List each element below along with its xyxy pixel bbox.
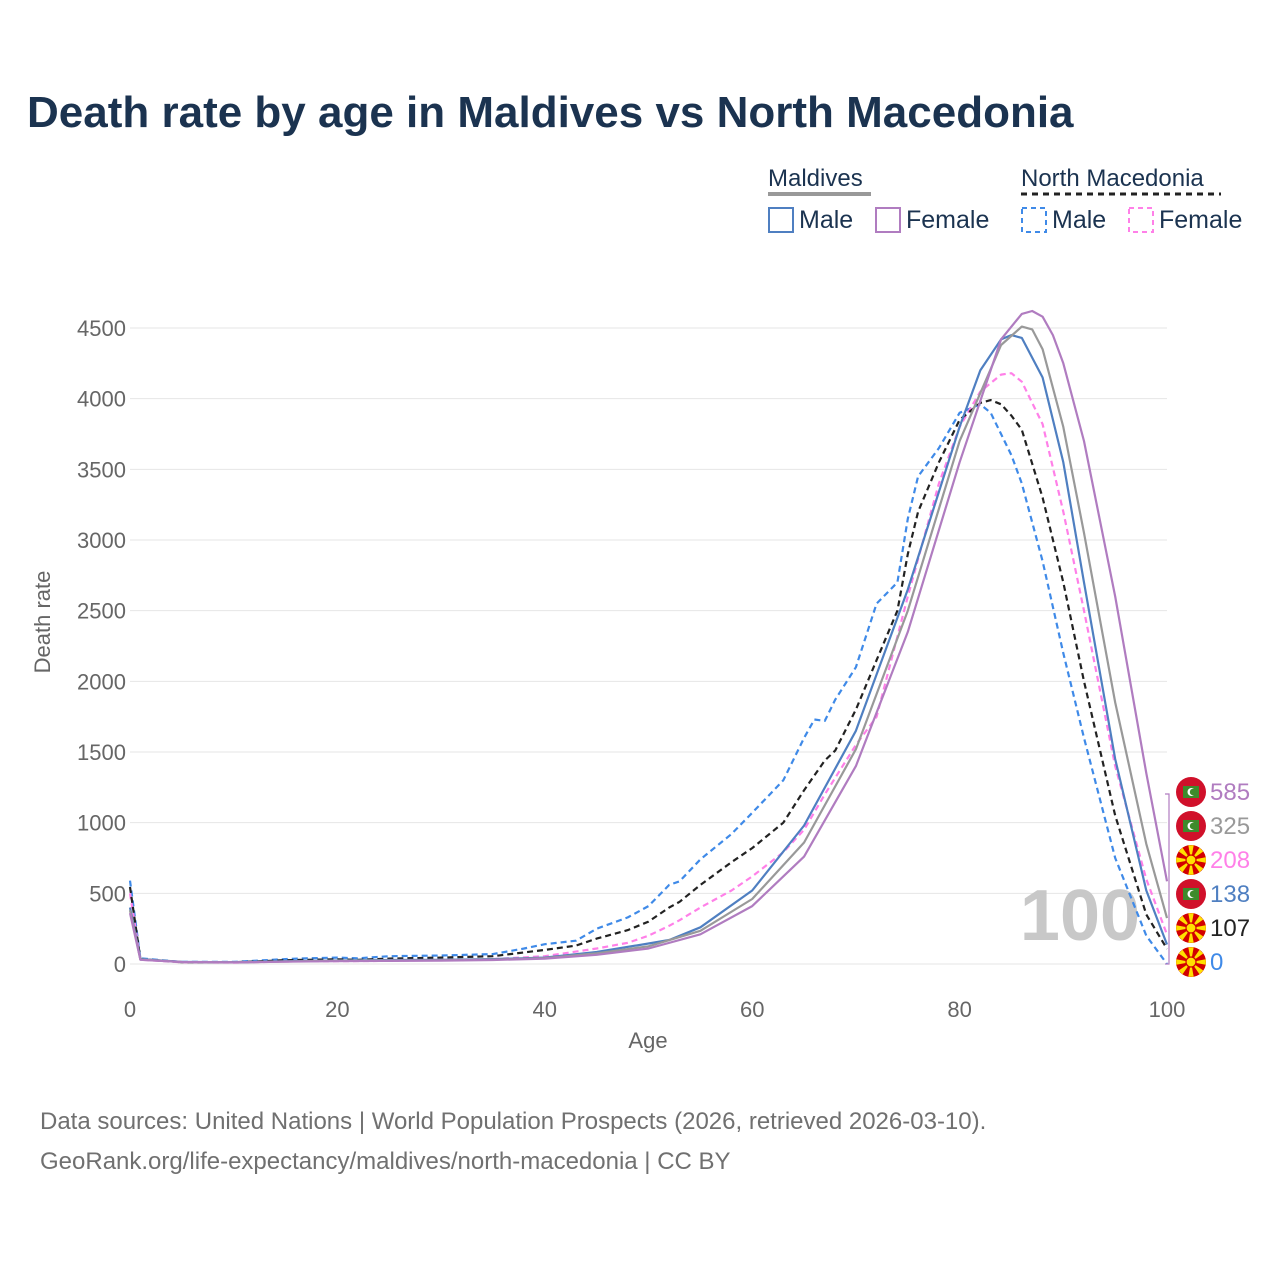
end-label-nm-total: 107 bbox=[1210, 915, 1250, 942]
y-tick-label: 0 bbox=[114, 952, 126, 977]
north-macedonia-flag-icon bbox=[1176, 845, 1206, 875]
source-line-1: Data sources: United Nations | World Pop… bbox=[40, 1108, 987, 1135]
gridlines bbox=[130, 327, 1167, 965]
series-line-maldives-total[interactable] bbox=[128, 325, 1169, 964]
maldives-flag-icon bbox=[1176, 879, 1206, 909]
y-tick-label: 2000 bbox=[77, 669, 126, 694]
x-tick-label: 20 bbox=[325, 997, 349, 1022]
y-tick-label: 1000 bbox=[77, 811, 126, 836]
end-label-bracket bbox=[1165, 793, 1170, 965]
y-tick-label: 4000 bbox=[77, 387, 126, 412]
y-tick-label: 3000 bbox=[77, 528, 126, 553]
legend-label-nm-female: Female bbox=[1159, 206, 1242, 234]
end-label-maldives-total: 325 bbox=[1210, 813, 1250, 840]
legend-label-maldives-female: Female bbox=[906, 206, 989, 234]
end-label-maldives-male: 138 bbox=[1210, 881, 1250, 908]
maldives-flag-icon bbox=[1176, 811, 1206, 841]
north-macedonia-flag-icon bbox=[1176, 913, 1206, 943]
y-tick-label: 3500 bbox=[77, 457, 126, 482]
legend-swatch-nm-male[interactable] bbox=[1021, 207, 1047, 233]
legend-group-north-macedonia: North Macedonia bbox=[1021, 165, 1204, 192]
legend-swatch-maldives-female[interactable] bbox=[875, 207, 901, 233]
end-labels: 585 325 208 138 107 0 bbox=[1165, 777, 1250, 977]
x-tick-label: 100 bbox=[1149, 997, 1186, 1022]
x-axis-ticks: 0 20 40 60 80 100 bbox=[124, 997, 1185, 1022]
y-tick-label: 4500 bbox=[77, 316, 126, 341]
source-link[interactable]: GeoRank.org/life-expectancy/maldives/nor… bbox=[40, 1148, 731, 1175]
y-axis-title: Death rate bbox=[30, 571, 55, 674]
end-label-maldives-female: 585 bbox=[1210, 779, 1250, 806]
end-label-nm-male: 0 bbox=[1210, 949, 1223, 976]
legend-label-nm-male: Male bbox=[1052, 206, 1106, 234]
legend-swatch-maldives-male[interactable] bbox=[768, 207, 794, 233]
x-tick-label: 0 bbox=[124, 997, 136, 1022]
legend-label-maldives-male: Male bbox=[799, 206, 853, 234]
watermark: 100 bbox=[1020, 876, 1140, 956]
x-tick-label: 60 bbox=[740, 997, 764, 1022]
legend-swatch-nm-female[interactable] bbox=[1128, 207, 1154, 233]
end-label-nm-female: 208 bbox=[1210, 847, 1250, 874]
y-tick-label: 2500 bbox=[77, 599, 126, 624]
y-tick-label: 500 bbox=[89, 881, 126, 906]
x-tick-label: 40 bbox=[533, 997, 557, 1022]
legend-group-maldives: Maldives bbox=[768, 165, 863, 192]
chart-title: Death rate by age in Maldives vs North M… bbox=[27, 88, 1074, 137]
series-lines bbox=[128, 309, 1169, 965]
north-macedonia-flag-icon bbox=[1176, 947, 1206, 977]
series-line-maldives-male[interactable] bbox=[128, 334, 1169, 964]
maldives-flag-icon bbox=[1176, 777, 1206, 807]
x-axis-title: Age bbox=[628, 1028, 667, 1053]
series-line-maldives-female[interactable] bbox=[128, 309, 1169, 964]
y-tick-label: 1500 bbox=[77, 740, 126, 765]
legend[interactable]: Maldives North Macedonia Male Female Mal… bbox=[768, 165, 1242, 234]
series-line-nm-total[interactable] bbox=[128, 399, 1168, 964]
series-line-nm-female[interactable] bbox=[128, 372, 1169, 964]
x-tick-label: 80 bbox=[947, 997, 971, 1022]
series-line-nm-male[interactable] bbox=[128, 403, 1168, 965]
y-axis-ticks: 0 500 1000 1500 2000 2500 3000 3500 4000 4500 bbox=[77, 316, 126, 977]
